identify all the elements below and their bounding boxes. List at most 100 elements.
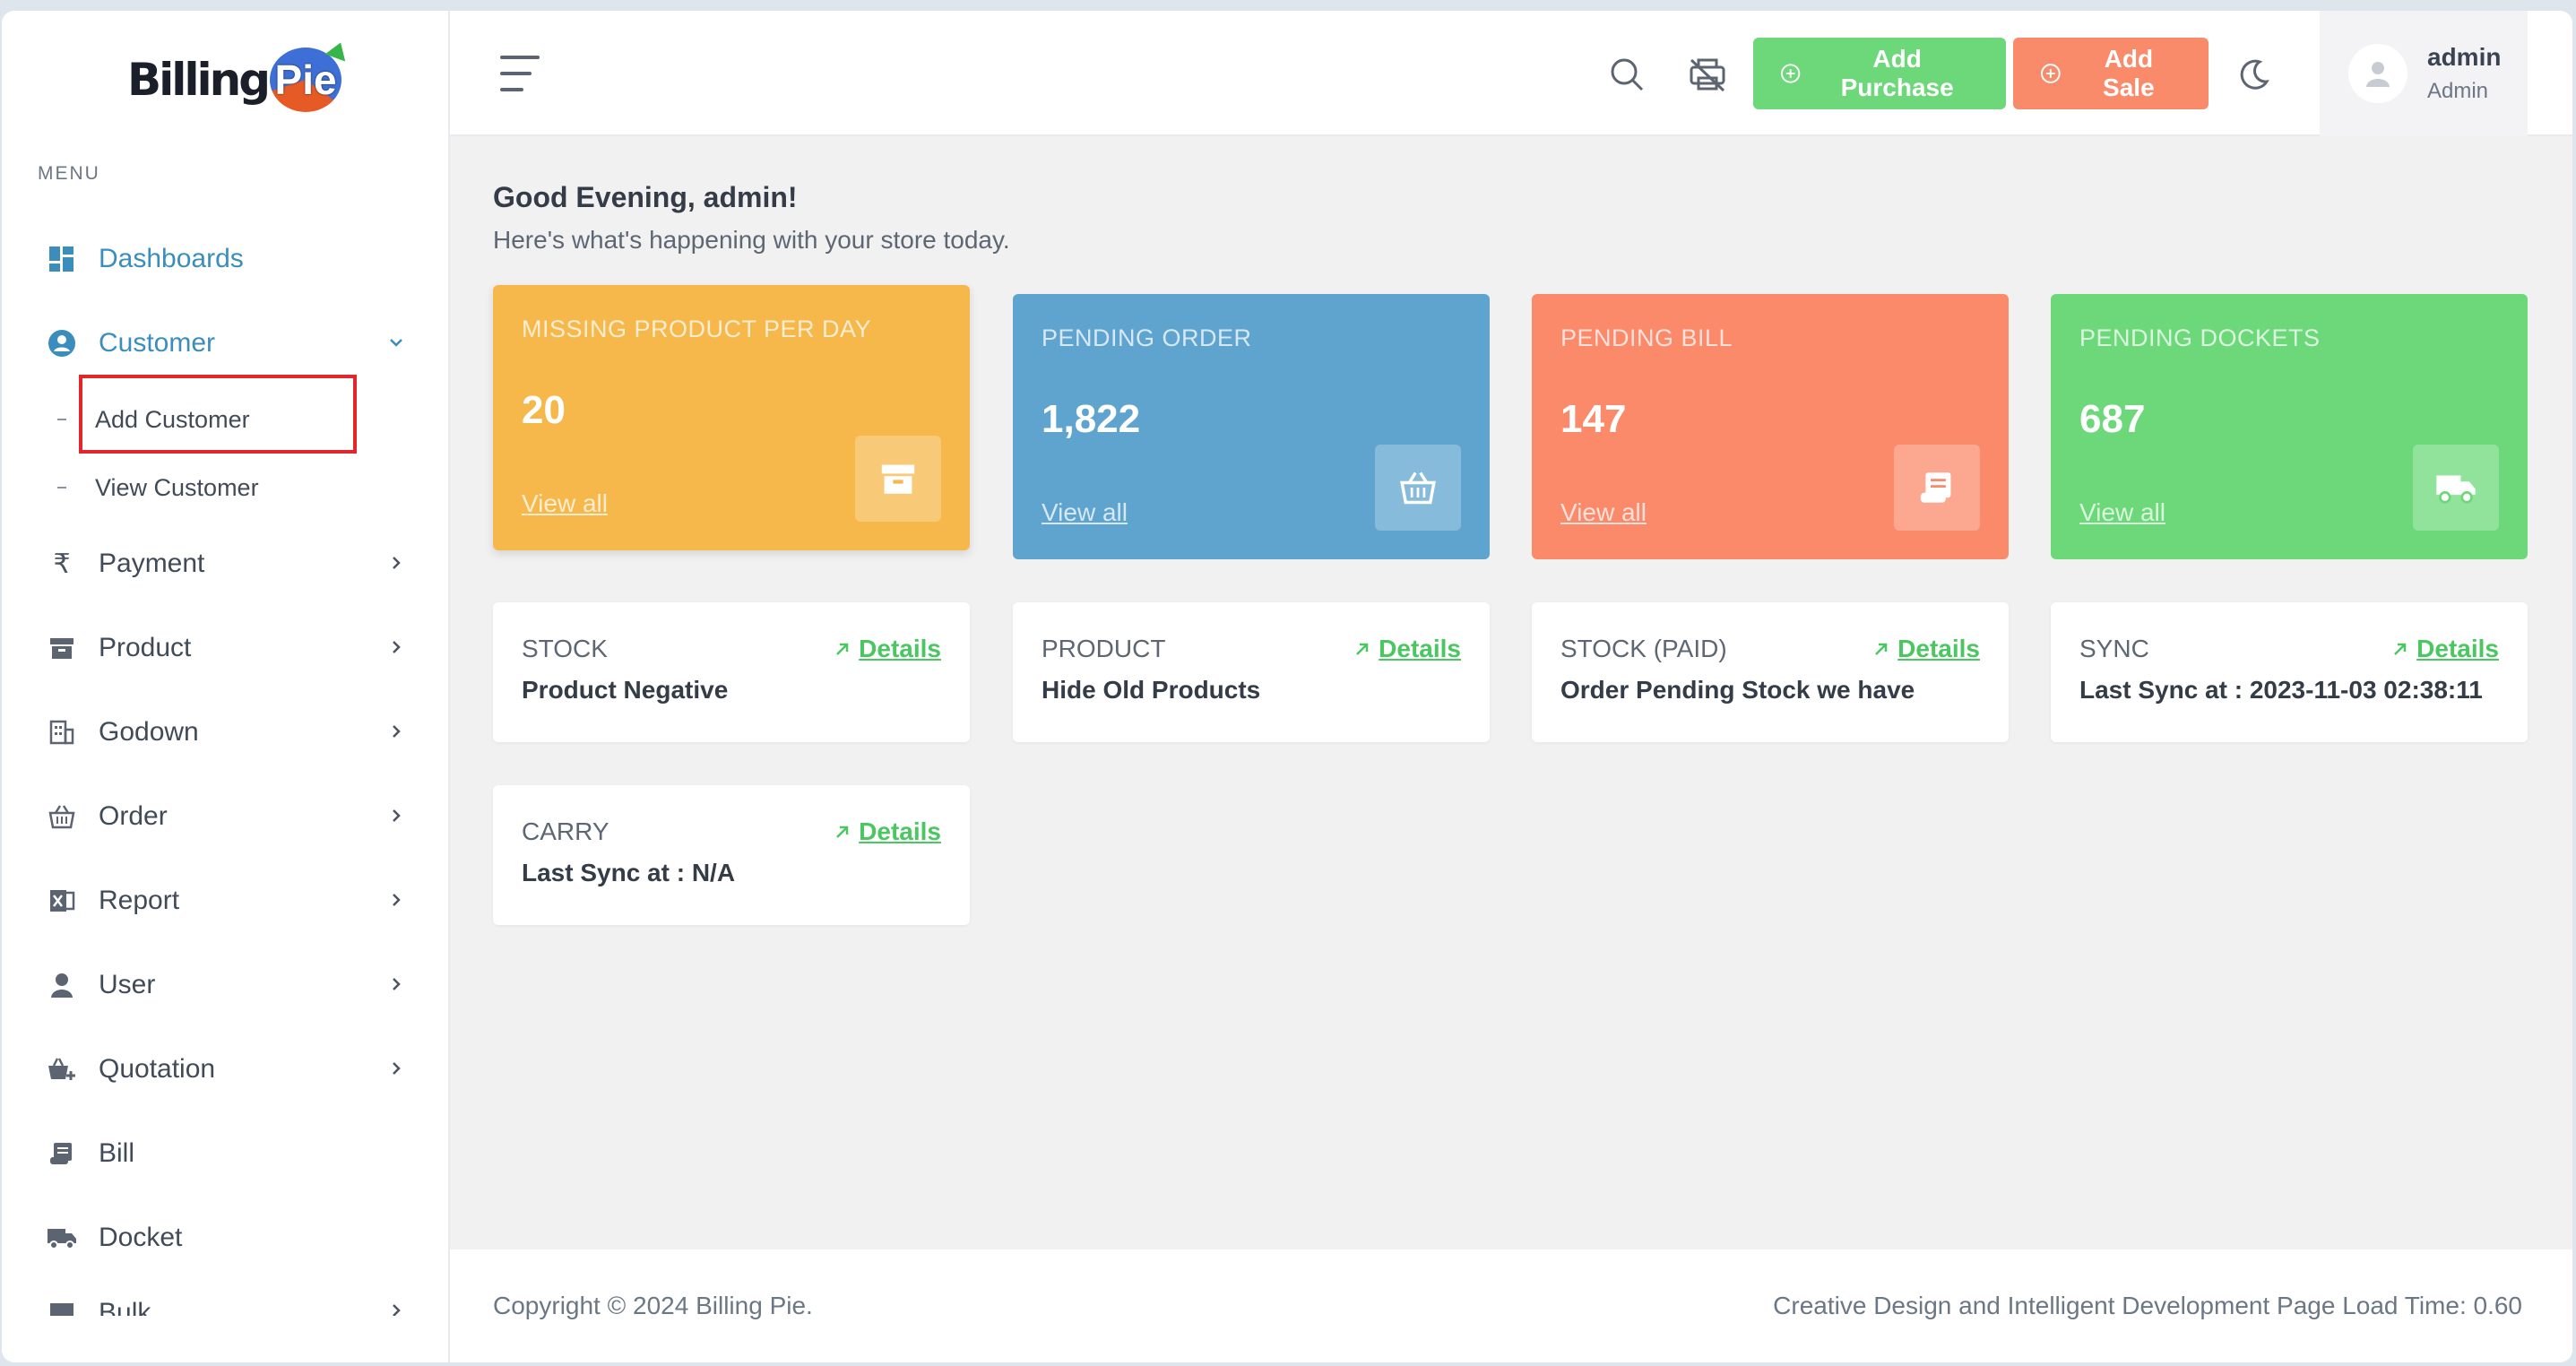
basket-icon: [47, 801, 77, 832]
arrow-up-right-icon: [1875, 643, 1888, 655]
add-purchase-label: Add Purchase: [1840, 45, 1954, 101]
details-label: Details: [859, 817, 941, 845]
plus-circle-icon: [1780, 64, 1801, 83]
sidebar-nav: Dashboards Customer Add Customer View Cu…: [2, 217, 448, 1316]
cart-icon: [47, 1054, 77, 1085]
topbar: Add Purchase Add Sale admin Admin: [450, 11, 2572, 136]
user-name: admin: [2427, 43, 2502, 71]
user-menu[interactable]: admin Admin: [2320, 11, 2528, 136]
chevron-down-icon: [384, 330, 409, 355]
archive-icon: [47, 633, 77, 663]
sidebar-subitem-label: View Customer: [95, 473, 259, 501]
building-icon: [47, 717, 77, 748]
info-card-stock: STOCK Details Product Negative: [493, 602, 970, 742]
details-link[interactable]: Details: [1353, 635, 1461, 663]
plus-circle-icon: [2040, 64, 2061, 83]
details-label: Details: [1897, 635, 1980, 662]
sidebar-item-label: Dashboards: [99, 244, 244, 273]
archive-icon: [855, 436, 941, 522]
logo-text: Billing: [127, 54, 271, 106]
chevron-right-icon: [384, 972, 409, 997]
sidebar-item-product[interactable]: Product: [2, 606, 448, 690]
details-link[interactable]: Details: [2391, 635, 2499, 663]
info-card-heading: STOCK: [522, 635, 608, 662]
scroll-icon: [47, 1138, 77, 1169]
sidebar-item-bulk[interactable]: Bulk: [2, 1280, 448, 1316]
stat-card-pending-bill: PENDING BILL 147 View all: [1532, 294, 2009, 559]
details-link[interactable]: Details: [834, 817, 941, 846]
add-sale-label: Add Sale: [2103, 45, 2155, 101]
add-sale-button[interactable]: Add Sale: [2013, 38, 2209, 109]
sidebar-item-user[interactable]: User: [2, 943, 448, 1027]
info-card-stock-paid: STOCK (PAID) Details Order Pending Stock…: [1532, 602, 2009, 742]
stat-value: 687: [2079, 397, 2146, 441]
chevron-right-icon: [384, 550, 409, 575]
footer-copyright: Copyright © 2024 Billing Pie.: [493, 1292, 813, 1319]
sidebar-item-dashboards[interactable]: Dashboards: [2, 217, 448, 301]
details-link[interactable]: Details: [1872, 635, 1980, 663]
details-label: Details: [1379, 635, 1461, 662]
chevron-right-icon: [384, 719, 409, 744]
chevron-right-icon: [384, 803, 409, 828]
chevron-right-icon: [384, 635, 409, 660]
menu-title: MENU: [38, 163, 100, 184]
greeting-subtitle: Here's what's happening with your store …: [493, 226, 1010, 254]
stat-label: MISSING PRODUCT PER DAY: [522, 316, 872, 342]
details-link[interactable]: Details: [834, 635, 941, 663]
sidebar-item-godown[interactable]: Godown: [2, 690, 448, 774]
details-label: Details: [859, 635, 941, 662]
user-icon: [47, 970, 77, 1000]
search-icon[interactable]: [1606, 54, 1647, 95]
sidebar-item-report[interactable]: Report: [2, 859, 448, 943]
sidebar-item-label: Godown: [99, 717, 199, 747]
sidebar-item-label: Quotation: [99, 1054, 216, 1084]
sidebar: Billing Pie MENU Dashboards Customer: [2, 11, 450, 1362]
sidebar-item-quotation[interactable]: Quotation: [2, 1027, 448, 1111]
sidebar-item-label: User: [99, 970, 156, 999]
stat-card-missing-product: MISSING PRODUCT PER DAY 20 View all: [493, 285, 970, 550]
user-avatar-icon: [2366, 62, 2390, 87]
info-card-carry: CARRY Details Last Sync at : N/A: [493, 785, 970, 925]
stat-label: PENDING DOCKETS: [2079, 324, 2321, 351]
basket-icon: [1375, 445, 1461, 531]
app-window: Billing Pie MENU Dashboards Customer: [2, 11, 2572, 1362]
arrow-up-right-icon: [1356, 643, 1369, 655]
arrow-up-right-icon: [836, 826, 849, 838]
view-all-link[interactable]: View all: [522, 489, 608, 517]
printer-off-icon[interactable]: [1687, 54, 1728, 95]
info-card-heading: PRODUCT: [1042, 635, 1166, 662]
sidebar-item-label: Bill: [99, 1138, 135, 1168]
brand-logo[interactable]: Billing Pie: [127, 41, 342, 118]
sidebar-item-label: Payment: [99, 549, 205, 578]
sidebar-item-bill[interactable]: Bill: [2, 1111, 448, 1196]
stat-label: PENDING ORDER: [1042, 324, 1252, 351]
info-card-sync: SYNC Details Last Sync at : 2023-11-03 0…: [2051, 602, 2528, 742]
info-card-heading: STOCK (PAID): [1560, 635, 1727, 662]
sidebar-item-label: Bulk: [99, 1298, 151, 1316]
view-all-link[interactable]: View all: [2079, 498, 2165, 526]
hamburger-menu-icon[interactable]: [500, 56, 540, 91]
moon-icon[interactable]: [2234, 54, 2275, 95]
grid-icon: [47, 244, 77, 274]
view-all-link[interactable]: View all: [1560, 498, 1647, 526]
sidebar-item-label: Product: [99, 633, 192, 662]
sidebar-subitem-view-customer[interactable]: View Customer: [2, 454, 448, 522]
logo-pie-icon: Pie: [270, 48, 342, 112]
details-label: Details: [2416, 635, 2499, 662]
stat-value: 147: [1560, 397, 1627, 441]
info-card-text: Hide Old Products: [1042, 676, 1261, 704]
sidebar-item-customer[interactable]: Customer: [2, 301, 448, 385]
footer-credits: Creative Design and Intelligent Developm…: [1773, 1292, 2522, 1319]
sidebar-subitem-add-customer[interactable]: Add Customer: [2, 385, 448, 454]
rupee-icon: ₹: [53, 549, 71, 579]
view-all-link[interactable]: View all: [1042, 498, 1128, 526]
add-purchase-button[interactable]: Add Purchase: [1753, 38, 2006, 109]
chevron-right-icon: [384, 1298, 409, 1316]
excel-icon: [47, 886, 77, 916]
sidebar-item-docket[interactable]: Docket: [2, 1196, 448, 1280]
stat-value: 1,822: [1042, 397, 1141, 441]
info-card-heading: CARRY: [522, 817, 609, 845]
sidebar-item-payment[interactable]: ₹ Payment: [2, 522, 448, 606]
info-card-text: Last Sync at : N/A: [522, 859, 736, 886]
sidebar-item-order[interactable]: Order: [2, 774, 448, 859]
